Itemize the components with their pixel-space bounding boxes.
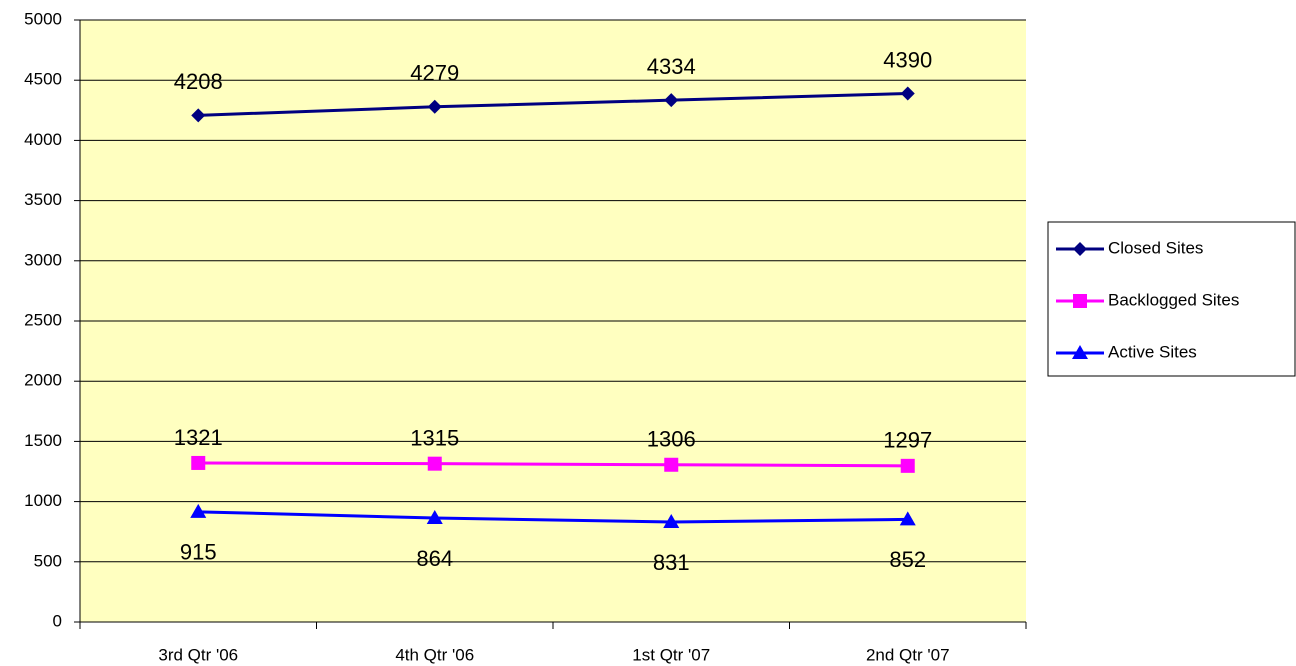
legend-marker [1073,242,1087,256]
y-tick-label: 4000 [24,130,62,149]
data-point [899,511,916,526]
data-point [663,513,680,528]
data-label: 1321 [174,425,223,450]
data-label: 1306 [647,427,696,452]
y-tick-label: 3000 [24,250,62,269]
data-point [427,99,442,114]
y-tick-label: 3500 [24,190,62,209]
data-point [664,93,679,108]
x-tick-label: 4th Qtr '06 [395,645,474,664]
data-point [426,509,443,524]
legend-label: Closed Sites [1108,238,1203,257]
data-point [900,458,915,473]
data-point [427,456,442,471]
data-point [664,457,679,472]
y-tick-label: 1500 [24,431,62,450]
y-tick-label: 2000 [24,371,62,390]
data-point [191,108,206,123]
y-tick-label: 1000 [24,491,62,510]
y-tick-label: 0 [53,611,62,630]
y-tick-label: 5000 [24,9,62,28]
x-tick-label: 2nd Qtr '07 [866,645,950,664]
y-tick-label: 500 [34,551,62,570]
data-point [900,86,915,101]
data-point [190,503,207,518]
data-point [191,455,206,470]
data-label: 1315 [410,425,459,450]
data-label: 852 [889,547,926,572]
y-tick-label: 4500 [24,70,62,89]
data-label: 831 [653,550,690,575]
x-tick-label: 1st Qtr '07 [632,645,710,664]
data-label: 864 [416,546,453,571]
legend-label: Backlogged Sites [1108,290,1239,309]
data-label: 4208 [174,69,223,94]
legend-marker [1072,345,1088,359]
series-line [198,91,908,117]
series-line [198,510,908,524]
data-label: 4279 [410,61,459,86]
data-label: 4390 [883,47,932,72]
data-label: 4334 [647,54,696,79]
data-label: 915 [180,540,217,565]
legend-label: Active Sites [1108,342,1197,361]
data-label: 1297 [883,428,932,453]
x-tick-label: 3rd Qtr '06 [158,645,238,664]
series-line [198,461,908,468]
y-tick-label: 2500 [24,310,62,329]
legend-marker [1073,294,1087,308]
